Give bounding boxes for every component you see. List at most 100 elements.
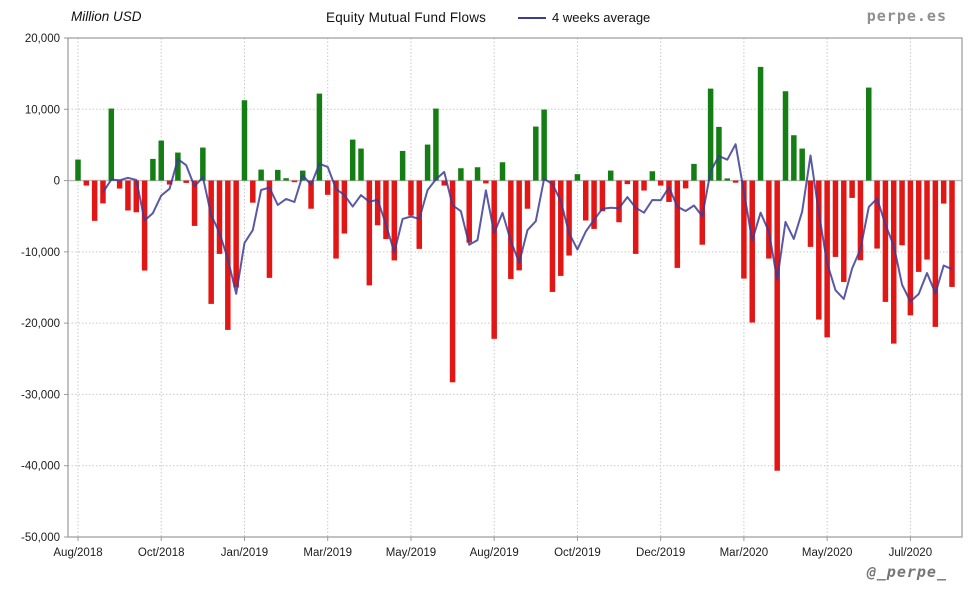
- negative-flow-bar: [216, 180, 223, 254]
- negative-flow-bar: [682, 180, 689, 189]
- negative-flow-bar: [266, 180, 273, 278]
- negative-flow-bar: [774, 180, 780, 471]
- negative-flow-bar: [591, 180, 597, 229]
- negative-flow-bar: [932, 180, 939, 327]
- y-tick-label: -30,000: [21, 389, 60, 401]
- x-tick-label: May/2020: [802, 547, 853, 559]
- positive-flow-bar: [200, 147, 206, 181]
- x-tick-label: Mar/2020: [720, 547, 769, 559]
- x-tick-label: Jul/2020: [889, 547, 932, 559]
- negative-flow-bar: [374, 180, 381, 226]
- negative-flow-bar: [141, 180, 148, 271]
- positive-flow-bar: [424, 144, 431, 181]
- negative-flow-bar: [841, 180, 847, 282]
- negative-flow-bar: [524, 180, 531, 209]
- positive-flow-bar: [791, 135, 797, 181]
- plot-border: [67, 37, 963, 538]
- positive-flow-bar: [258, 169, 264, 181]
- positive-flow-bar: [275, 169, 281, 181]
- x-tick-label: Dec/2019: [636, 547, 685, 559]
- negative-flow-bar: [749, 180, 755, 323]
- positive-flow-bar: [607, 170, 614, 181]
- y-tick-label: 10,000: [25, 104, 60, 116]
- negative-flow-bar: [940, 180, 947, 204]
- negative-flow-bar: [441, 180, 447, 186]
- negative-flow-bar: [832, 180, 839, 257]
- positive-flow-bar: [866, 87, 872, 181]
- legend-label: 4 weeks average: [552, 10, 651, 25]
- negative-flow-bar: [549, 180, 556, 292]
- negative-flow-bar: [324, 180, 331, 195]
- negative-flow-bar: [857, 180, 864, 261]
- positive-flow-bar: [358, 148, 364, 181]
- negative-flow-bar: [408, 180, 414, 216]
- negative-flow-bar: [666, 180, 672, 202]
- positive-flow-bar: [782, 91, 789, 181]
- negative-flow-bar: [491, 180, 497, 339]
- y-tick-label: 0: [54, 176, 60, 188]
- y-tick-label: -20,000: [21, 318, 60, 330]
- y-tick-label: -50,000: [21, 532, 60, 544]
- negative-flow-bar: [183, 180, 189, 183]
- negative-flow-bar: [924, 180, 930, 260]
- positive-flow-bar: [108, 108, 115, 181]
- legend: 4 weeks average: [518, 10, 650, 25]
- positive-flow-bar: [707, 88, 714, 181]
- negative-flow-bar: [949, 180, 955, 287]
- negative-flow-bar: [890, 180, 897, 344]
- negative-flow-bar: [383, 180, 389, 240]
- positive-flow-bar: [724, 178, 731, 181]
- negative-flow-bar: [208, 180, 214, 304]
- negative-flow-bar: [907, 180, 914, 316]
- x-tick-label: Aug/2019: [470, 547, 519, 559]
- four-week-average-line: [102, 143, 953, 303]
- positive-flow-bar: [691, 163, 697, 181]
- positive-flow-bar: [283, 178, 289, 181]
- positive-flow-bar: [316, 93, 323, 181]
- positive-flow-bar: [757, 66, 764, 181]
- positive-flow-bar: [533, 126, 539, 181]
- negative-flow-bar: [166, 180, 173, 185]
- negative-flow-bar: [391, 180, 398, 261]
- negative-flow-bar: [308, 180, 314, 209]
- y-tick-label: 20,000: [25, 33, 60, 45]
- negative-flow-bar: [583, 180, 589, 221]
- negative-flow-bar: [91, 180, 98, 221]
- positive-flow-bar: [474, 167, 481, 181]
- negative-flow-bar: [449, 180, 456, 383]
- negative-flow-bar: [333, 180, 339, 259]
- y-tick-label: -40,000: [21, 461, 60, 473]
- positive-flow-bar: [175, 152, 181, 181]
- negative-flow-bar: [624, 180, 631, 185]
- positive-flow-bar: [458, 168, 464, 181]
- negative-flow-bar: [341, 180, 348, 234]
- negative-flow-bar: [732, 180, 739, 183]
- positive-flow-bar: [158, 140, 164, 181]
- negative-flow-bar: [599, 180, 606, 212]
- chart-title: Equity Mutual Fund Flows: [326, 10, 487, 25]
- negative-flow-bar: [566, 180, 572, 256]
- positive-flow-bar: [150, 158, 156, 181]
- author-handle: @_perpe_: [866, 563, 947, 581]
- negative-flow-bar: [632, 180, 639, 254]
- x-tick-label: Oct/2019: [554, 547, 601, 559]
- y-axis-title: Million USD: [71, 9, 142, 24]
- negative-flow-bar: [191, 180, 198, 226]
- x-tick-label: May/2019: [386, 547, 437, 559]
- negative-flow-bar: [483, 180, 489, 184]
- negative-flow-bar: [508, 180, 514, 279]
- negative-flow-bar: [641, 180, 647, 191]
- negative-flow-bar: [291, 180, 298, 183]
- negative-flow-bar: [83, 180, 90, 186]
- negative-flow-bar: [674, 180, 681, 268]
- negative-flow-bar: [416, 180, 423, 249]
- negative-flow-bar: [807, 180, 814, 247]
- positive-flow-bar: [799, 148, 805, 181]
- positive-flow-bar: [541, 109, 547, 181]
- negative-flow-bar: [657, 180, 664, 186]
- y-tick-label: -10,000: [21, 247, 60, 259]
- negative-flow-bar: [915, 180, 922, 272]
- x-tick-label: Oct/2018: [138, 547, 185, 559]
- positive-flow-bar: [399, 150, 406, 181]
